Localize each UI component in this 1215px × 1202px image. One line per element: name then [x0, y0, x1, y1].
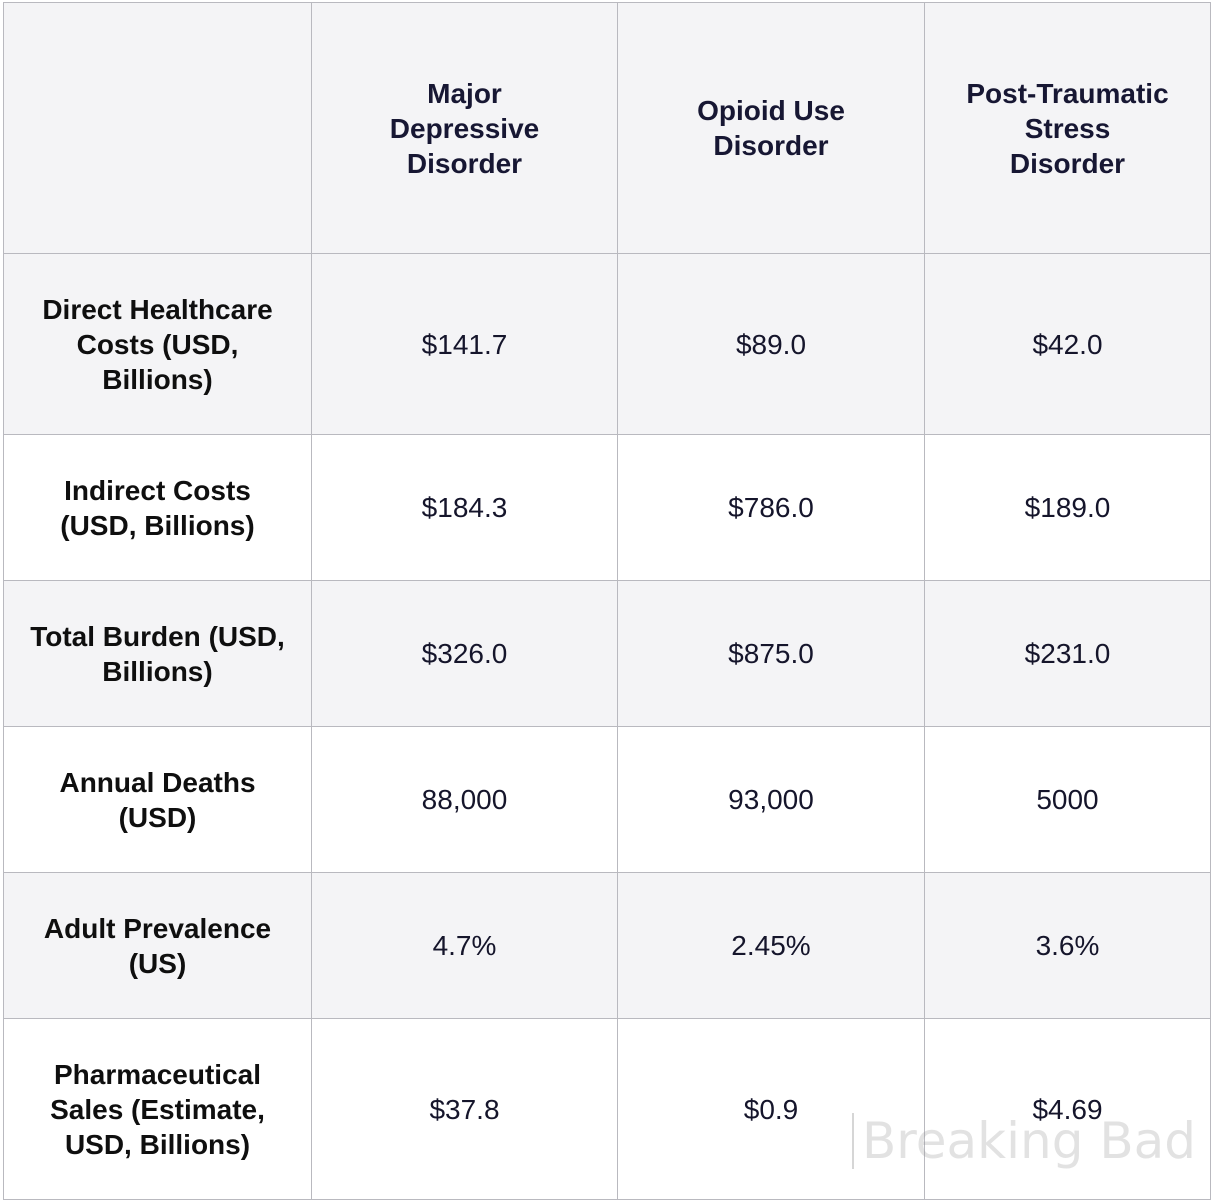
column-header-opioid-use-disorder: Opioid Use Disorder — [617, 2, 925, 254]
corner-cell — [3, 2, 312, 254]
table-row: Total Burden (USD, Billions) $326.0 $875… — [3, 580, 1211, 727]
column-header-major-depressive-disorder: Major Depressive Disorder — [311, 2, 618, 254]
table-cell: $42.0 — [924, 253, 1211, 435]
header-row: Major Depressive Disorder Opioid Use Dis… — [3, 2, 1211, 254]
table-cell: $141.7 — [311, 253, 618, 435]
table-cell: $184.3 — [311, 434, 618, 581]
table-row: Pharmaceutical Sales (Estimate, USD, Bil… — [3, 1018, 1211, 1200]
table-cell: 93,000 — [617, 726, 925, 873]
row-header-direct-healthcare-costs: Direct Healthcare Costs (USD, Billions) — [3, 253, 312, 435]
table-cell: $0.9 — [617, 1018, 925, 1200]
table-cell: 4.7% — [311, 872, 618, 1019]
table-cell: $231.0 — [924, 580, 1211, 727]
table-cell: 2.45% — [617, 872, 925, 1019]
table-row: Adult Prevalence (US) 4.7% 2.45% 3.6% — [3, 872, 1211, 1019]
table-cell: 88,000 — [311, 726, 618, 873]
table-cell: $189.0 — [924, 434, 1211, 581]
row-header-indirect-costs: Indirect Costs (USD, Billions) — [3, 434, 312, 581]
table-cell: $4.69 — [924, 1018, 1211, 1200]
column-header-ptsd: Post-Traumatic Stress Disorder — [924, 2, 1211, 254]
row-header-annual-deaths: Annual Deaths (USD) — [3, 726, 312, 873]
table-cell: $326.0 — [311, 580, 618, 727]
table-row: Annual Deaths (USD) 88,000 93,000 5000 — [3, 726, 1211, 873]
row-header-pharmaceutical-sales: Pharmaceutical Sales (Estimate, USD, Bil… — [3, 1018, 312, 1200]
row-header-total-burden: Total Burden (USD, Billions) — [3, 580, 312, 727]
table-row: Direct Healthcare Costs (USD, Billions) … — [3, 253, 1211, 435]
table-cell: $786.0 — [617, 434, 925, 581]
table-cell: 5000 — [924, 726, 1211, 873]
table-cell: 3.6% — [924, 872, 1211, 1019]
table-cell: $37.8 — [311, 1018, 618, 1200]
row-header-adult-prevalence: Adult Prevalence (US) — [3, 872, 312, 1019]
table-cell: $89.0 — [617, 253, 925, 435]
table-cell: $875.0 — [617, 580, 925, 727]
comparison-table: Major Depressive Disorder Opioid Use Dis… — [3, 2, 1211, 1200]
table-row: Indirect Costs (USD, Billions) $184.3 $7… — [3, 434, 1211, 581]
